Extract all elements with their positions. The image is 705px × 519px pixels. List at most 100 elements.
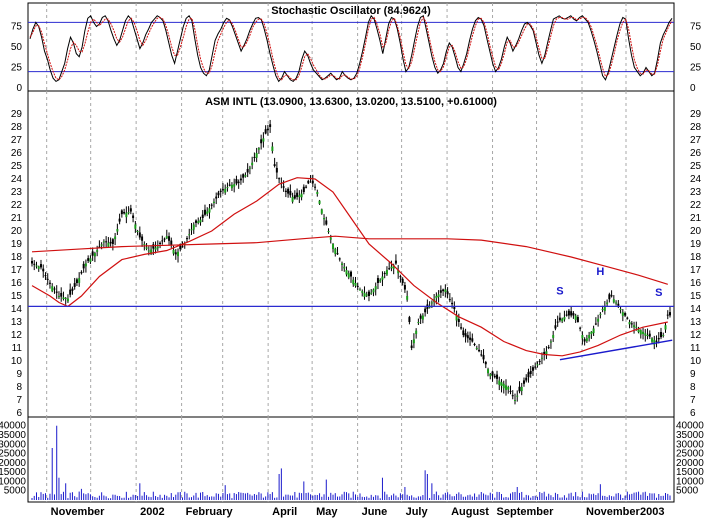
price-ytick-right-17: 23 [690, 187, 702, 198]
price-bar-body-71 [190, 229, 193, 231]
price-bar-body-161 [392, 265, 395, 269]
price-bar-body-34 [107, 242, 110, 247]
volume-ytick-right-3: 20000 [676, 458, 704, 469]
price-bar-body-168 [408, 317, 411, 322]
price-bar-body-166 [403, 285, 406, 290]
price-bar-body-52 [147, 250, 150, 252]
month-axis: November 2002 February April May June July Augu… [51, 506, 665, 518]
stochastic-title: Stochastic Oscillator (84.9624) [271, 5, 431, 17]
price-bar-body-216 [516, 395, 519, 397]
price-bar-body-169 [410, 345, 413, 348]
price-bar-body-192 [462, 330, 465, 335]
price-bar-body-143 [352, 279, 355, 285]
price-bar-body-218 [520, 387, 523, 392]
price-bar-body-140 [345, 270, 348, 275]
price-bar-body-48 [138, 232, 141, 238]
price-bar-body-205 [491, 371, 494, 376]
price-bar-body-90 [233, 184, 236, 187]
price-bar-body-185 [446, 291, 449, 295]
price-bar-body-21 [78, 278, 81, 283]
vertical-gridlines [46, 3, 627, 502]
price-bar-body-209 [500, 382, 503, 386]
price-bar-body-95 [244, 175, 247, 177]
price-bar-body-261 [617, 303, 620, 306]
month-label-7: August [451, 506, 489, 518]
price-bar-body-282 [664, 325, 667, 330]
price-ytick-right-0: 6 [690, 408, 696, 419]
volume-ytick-right-0: 5000 [676, 486, 699, 497]
annotation-1: H [596, 266, 604, 278]
price-bar-body-88 [228, 184, 231, 186]
price-ytick-left-17: 23 [11, 187, 23, 198]
price-bar-body-160 [390, 266, 393, 269]
month-label-0: November [51, 506, 106, 518]
price-ytick-left-10: 16 [11, 278, 23, 289]
price-bar-body-67 [181, 246, 184, 248]
price-bar-body-240 [570, 311, 573, 316]
annotation-2: S [655, 287, 662, 299]
price-bar-body-164 [399, 276, 402, 278]
price-ytick-left-8: 14 [11, 304, 23, 315]
price-bar-body-145 [356, 285, 359, 287]
price-bar-body-74 [197, 221, 200, 223]
price-bar-body-194 [466, 335, 469, 339]
price-bar-body-94 [242, 174, 245, 178]
price-bar-body-76 [201, 214, 204, 218]
price-bar-body-172 [417, 322, 420, 323]
price-bar-body-84 [219, 190, 222, 192]
price-bar-body-139 [343, 266, 346, 269]
price-ytick-left-13: 19 [11, 239, 23, 250]
price-bar-body-58 [161, 240, 164, 242]
price-bar-body-247 [585, 338, 588, 342]
price-bar-body-226 [538, 360, 541, 362]
price-bar-body-224 [534, 366, 537, 368]
month-label-1: 2002 [140, 506, 164, 518]
price-bar-body-174 [421, 315, 424, 320]
price-bar-body-148 [363, 292, 366, 297]
price-ytick-left-4: 10 [11, 356, 23, 367]
stochastic-ytick-left-1: 25 [11, 63, 23, 74]
price-bar-body-118 [296, 192, 299, 197]
price-ytick-right-11: 17 [690, 265, 702, 276]
price-bar-body-6 [44, 275, 47, 277]
price-ytick-left-14: 20 [11, 226, 23, 237]
price-bar-body-281 [662, 335, 665, 336]
price-bar-body-63 [172, 249, 175, 254]
price-ytick-right-6: 12 [690, 330, 702, 341]
price-ytick-left-9: 15 [11, 291, 23, 302]
price-bar-body-39 [118, 218, 121, 222]
price-bar-body-244 [579, 327, 582, 329]
price-bar-body-9 [51, 286, 54, 292]
price-bar-body-100 [255, 153, 258, 158]
price-bar-body-17 [69, 289, 72, 295]
price-bar-body-146 [358, 289, 361, 291]
price-ytick-left-11: 17 [11, 265, 23, 276]
price-bar-body-189 [455, 315, 458, 321]
price-bar-body-122 [305, 186, 308, 188]
price-bar-body-255 [603, 305, 606, 311]
price-bar-body-154 [376, 278, 379, 283]
price-bar-body-162 [394, 260, 397, 264]
price-bar-body-115 [289, 190, 292, 196]
price-bar-body-3 [37, 266, 40, 269]
price-bar-body-27 [91, 251, 94, 256]
price-bar-body-280 [660, 332, 663, 338]
month-label-2: February [186, 506, 234, 518]
price-bar-body-30 [98, 246, 101, 248]
price-ytick-right-22: 28 [690, 122, 702, 133]
price-bar-body-78 [206, 211, 209, 214]
price-bar-body-165 [401, 278, 404, 283]
price-bar-body-112 [282, 186, 285, 188]
price-bar-body-60 [165, 236, 168, 239]
price-bar-body-114 [287, 188, 290, 194]
price-bar-body-109 [275, 167, 278, 173]
price-bar-body-47 [136, 231, 139, 232]
price-bar-body-142 [350, 271, 352, 277]
volume-ytick-left-5: 30000 [0, 439, 26, 450]
price-bar-body-266 [628, 322, 631, 325]
price-ytick-right-2: 8 [690, 382, 696, 393]
price-bar-body-37 [114, 236, 117, 240]
price-bar-body-62 [170, 240, 173, 246]
price-ytick-right-12: 18 [690, 252, 702, 263]
price-bar-body-36 [111, 239, 114, 244]
